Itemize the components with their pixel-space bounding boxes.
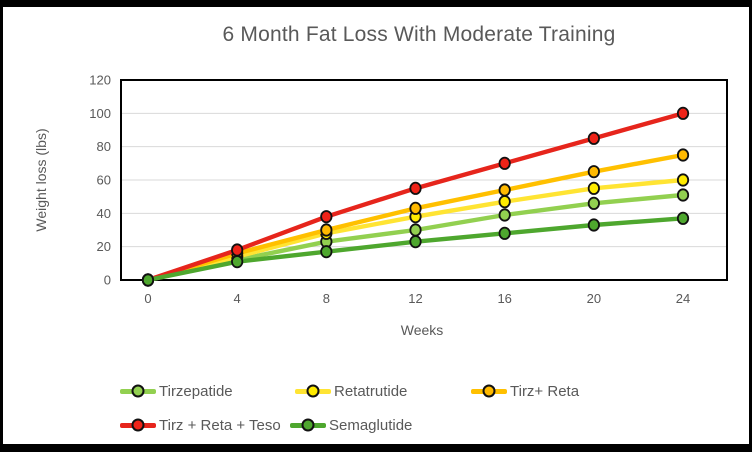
data-point-marker [676,188,690,202]
y-tick-label: 80 [97,139,111,154]
frame-border-top [0,0,752,7]
data-point-marker [587,196,600,210]
data-point-marker [587,218,600,232]
data-point-marker [231,243,244,257]
data-point-marker [498,226,511,240]
x-tick-label: 8 [323,291,330,306]
x-tick-label: 20 [587,291,601,306]
legend-item-tirz-reta-teso: Tirz + Reta + Teso [120,412,281,438]
legend-label: Tirz + Reta + Teso [159,416,281,434]
data-point-marker [409,201,422,215]
data-point-marker [320,245,333,259]
data-point-marker [498,183,511,197]
y-tick-label: 0 [104,273,111,288]
legend-dot-icon [131,384,145,398]
y-tick-label: 120 [89,73,111,88]
data-point-marker [676,106,690,120]
y-tick-label: 20 [97,239,111,254]
plot-border [120,79,728,281]
series-line-tirz-reta-teso [145,111,686,283]
legend-label: Retatrutide [334,382,408,400]
legend-item-tirzepatide: Tirzepatide [120,378,233,404]
data-point-marker [498,156,511,170]
data-point-marker [498,195,511,209]
frame-border-right [749,0,752,452]
chart-title: 6 Month Fat Loss With Moderate Training [222,23,616,46]
data-point-marker [676,148,690,162]
data-point-marker [498,208,511,222]
x-tick-label: 16 [497,291,511,306]
y-tick-label: 60 [97,173,111,188]
frame-border-left [0,0,3,452]
legend-dot-icon [301,418,315,432]
legend-label: Tirzepatide [159,382,233,400]
y-tick-label: 100 [89,106,111,121]
data-point-marker [676,211,690,225]
legend-item-retatrutide: Retatrutide [295,378,407,404]
frame-border-bottom [0,444,752,452]
data-point-marker [409,223,422,237]
legend-dot-icon [306,384,320,398]
x-tick-label: 24 [676,291,690,306]
legend-line-marker-icon [120,418,156,432]
legend-line-marker-icon [290,418,326,432]
data-point-marker [676,173,690,187]
data-point-marker [587,131,600,145]
legend-line-marker-icon [471,384,507,398]
legend-item-semaglutide: Semaglutide [290,412,412,438]
data-point-marker [320,210,333,224]
data-point-marker [587,181,600,195]
legend-dot-icon [482,384,496,398]
legend-label: Tirz+ Reta [510,382,580,400]
legend-dot-icon [131,418,145,432]
y-tick-label: 40 [97,206,111,221]
data-point-marker [141,273,155,287]
data-point-marker [320,223,333,237]
data-point-marker [231,255,244,269]
x-tick-label: 4 [234,291,241,306]
legend-label: Semaglutide [329,416,413,434]
legend-line-marker-icon [295,384,331,398]
legend-line-marker-icon [120,384,156,398]
data-point-marker [409,181,422,195]
x-tick-label: 0 [144,291,151,306]
data-point-marker [409,235,422,249]
legend-item-tirz-reta: Tirz+ Reta [471,378,579,404]
data-point-marker [587,165,600,179]
x-axis-title: Weeks [400,322,444,338]
x-tick-label: 12 [408,291,422,306]
